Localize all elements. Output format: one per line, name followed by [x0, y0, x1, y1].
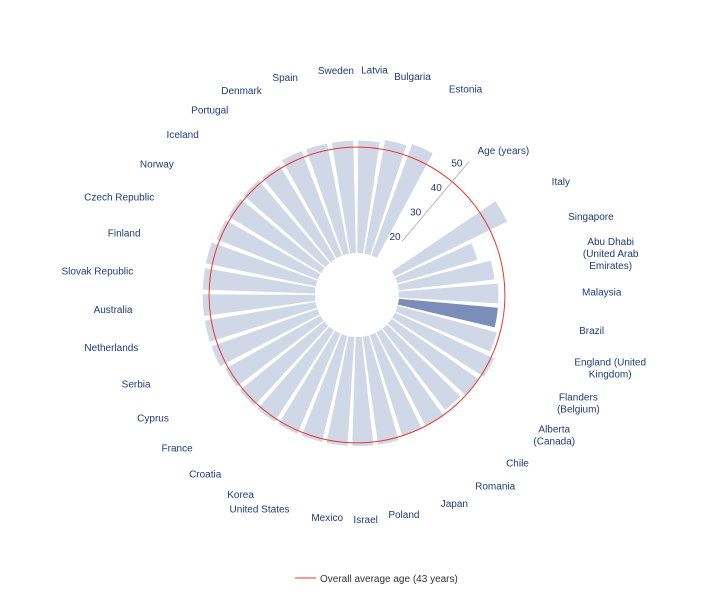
country-label: Singapore — [568, 212, 614, 223]
bar-france — [239, 321, 329, 406]
country-label: Korea — [227, 490, 254, 501]
bar-netherlands — [204, 302, 317, 342]
bar-cyprus — [225, 315, 324, 387]
country-label: Latvia — [361, 66, 388, 77]
country-label: Slovak Republic — [62, 266, 134, 277]
country-label: Finland — [108, 229, 141, 240]
country-label: Israel — [353, 515, 377, 526]
country-label: Italy — [552, 177, 570, 188]
country-label: Serbia — [122, 380, 151, 391]
bar-united-states — [301, 334, 348, 442]
country-label: Japan — [441, 499, 468, 510]
age-tick-label: 20 — [390, 232, 402, 243]
bar-mexico — [326, 336, 355, 446]
bar-brazil — [397, 298, 498, 328]
bar-serbia — [211, 308, 320, 367]
country-label: Croatia — [189, 469, 222, 480]
country-label: Denmark — [221, 86, 263, 97]
bars-group — [202, 139, 508, 447]
bar-italy — [391, 201, 508, 277]
age-tick-label: 50 — [451, 158, 463, 169]
bar-sweden — [331, 140, 356, 254]
country-label: Spain — [272, 73, 298, 84]
age-tick-label: 40 — [431, 183, 443, 194]
bar-alberta-canada — [387, 318, 479, 396]
bar-israel — [352, 336, 374, 447]
bar-malaysia — [398, 283, 499, 304]
bar-bulgaria — [364, 139, 407, 256]
bar-finland — [205, 242, 318, 287]
country-label: Poland — [388, 510, 419, 521]
bar-romania — [376, 329, 444, 426]
bar-singapore — [395, 243, 478, 284]
legend: Overall average age (43 years) — [295, 574, 458, 585]
bar-japan — [369, 332, 422, 436]
bar-iceland — [243, 180, 330, 268]
country-label: Mexico — [311, 513, 343, 524]
bar-latvia — [357, 140, 380, 254]
country-label: Estonia — [449, 85, 483, 96]
country-label: Abu Dhabi (United Arab Emirates) — [583, 237, 639, 272]
country-label: England (United Kingdom) — [574, 357, 646, 380]
country-label: Romania — [475, 481, 515, 492]
bar-chile — [382, 324, 461, 410]
age-axis-line — [401, 161, 470, 242]
age-axis-title: Age (years) — [478, 146, 530, 157]
bar-england-united-kingdom — [395, 305, 497, 352]
country-label: Iceland — [167, 130, 199, 141]
country-label: Malaysia — [582, 288, 622, 299]
country-label: Norway — [140, 159, 174, 170]
country-label: Alberta (Canada) — [533, 425, 575, 448]
country-label: Czech Republic — [84, 193, 154, 204]
legend-label: Overall average age (43 years) — [320, 574, 458, 585]
bar-denmark — [282, 150, 342, 259]
bar-slovak-republic — [202, 268, 316, 294]
bar-poland — [362, 335, 399, 445]
bar-abu-dhabi-united-arab-emirates — [397, 260, 495, 291]
country-label: France — [162, 444, 194, 455]
country-label: Australia — [94, 305, 133, 316]
country-labels: Italy Singapore Abu Dhabi (United Arab Emira… — [62, 66, 647, 526]
bar-korea — [278, 330, 341, 434]
bar-flanders-belgium — [392, 312, 495, 378]
age-axis: 20 30 40 50 Age (years) — [390, 146, 530, 243]
bar-czech-republic — [216, 220, 321, 280]
country-label: Portugal — [191, 105, 228, 116]
country-label: Netherlands — [84, 343, 138, 354]
center-hole — [315, 253, 399, 337]
bar-croatia — [257, 326, 335, 422]
bar-estonia — [371, 144, 433, 258]
country-label: Chile — [506, 459, 529, 470]
country-label: Flanders (Belgium) — [557, 393, 600, 416]
bar-portugal — [262, 165, 336, 263]
bar-spain — [306, 143, 349, 256]
bar-norway — [228, 198, 325, 274]
country-label: Sweden — [318, 66, 354, 77]
country-label: United States — [230, 505, 290, 516]
country-label: Cyprus — [137, 413, 169, 424]
bar-australia — [202, 294, 316, 316]
country-label: Bulgaria — [394, 72, 431, 83]
country-label: Brazil — [579, 326, 604, 337]
average-age-reference-circle — [208, 146, 506, 444]
age-tick-label: 30 — [410, 208, 422, 219]
